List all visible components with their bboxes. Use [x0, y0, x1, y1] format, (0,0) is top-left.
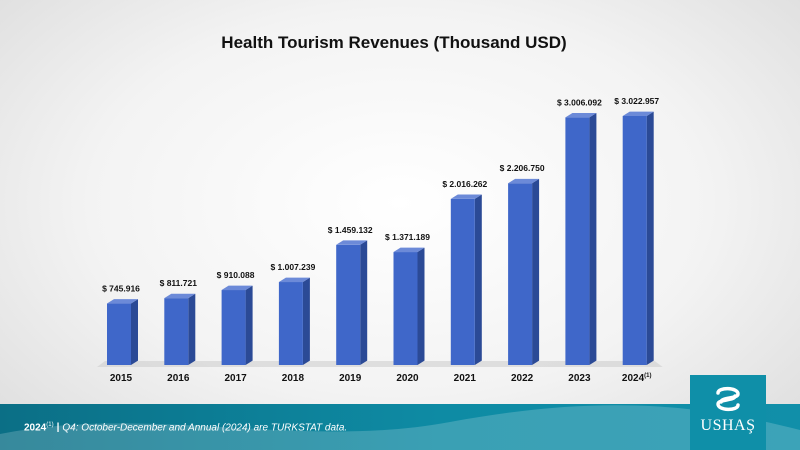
bar — [107, 303, 131, 365]
bar-side — [245, 285, 253, 365]
bar — [393, 252, 418, 365]
x-tick-superscript: (1) — [644, 373, 651, 379]
x-tick-label: 2021 — [454, 373, 477, 384]
data-label: $ 1.459.132 — [328, 225, 373, 235]
x-tick-label: 2018 — [282, 373, 305, 384]
footer-superscript: (1) — [46, 422, 54, 428]
x-tick-label: 2016 — [167, 373, 190, 384]
data-label: $ 3.022.957 — [614, 96, 659, 106]
bar-top — [278, 277, 310, 283]
data-label: $ 745.916 — [102, 284, 140, 294]
footer-wave-decoration — [0, 405, 800, 450]
bar-side — [532, 178, 540, 365]
ushas-logo: USHAŞ — [690, 375, 766, 450]
bar-side — [188, 293, 196, 365]
x-tick-label: 2020 — [396, 373, 419, 384]
footer-separator: | — [56, 422, 60, 434]
data-label: $ 1.007.239 — [270, 262, 315, 272]
logo-text: USHAŞ — [700, 417, 756, 434]
bar-top — [107, 299, 138, 304]
data-label: $ 2.206.750 — [500, 163, 545, 173]
bar-top — [508, 178, 540, 184]
bar-top — [221, 285, 253, 291]
data-label: $ 811.721 — [160, 278, 198, 288]
bar-top — [450, 194, 482, 199]
bar — [508, 183, 533, 365]
bar-top — [164, 293, 196, 299]
logo-swirl-icon — [716, 386, 740, 412]
bar — [565, 117, 590, 366]
data-label: $ 1.371.189 — [385, 232, 430, 242]
bar-side — [360, 240, 368, 365]
bar-side — [646, 111, 654, 365]
bar — [278, 282, 303, 365]
x-tick-label: 2015 — [110, 373, 133, 384]
footer-bar: 2024(1) | Q4: October-December and Annual … — [0, 404, 800, 450]
x-tick-label: 2024(1) — [622, 373, 652, 384]
x-tick-label: 2022 — [511, 373, 534, 384]
footer-year: 2024 — [24, 422, 47, 434]
bar-top — [393, 247, 425, 253]
bar — [221, 290, 246, 365]
bar-side — [589, 113, 597, 366]
chart-title: Health Tourism Revenues (Thousand USD) — [221, 33, 566, 52]
x-tick-label: 2017 — [224, 373, 247, 384]
bar — [164, 298, 189, 365]
bar-top — [336, 240, 368, 245]
bar-series: $ 745.916 2015 $ 811.721 2016 $ 910.088 2017 $… — [97, 96, 663, 384]
bar — [450, 198, 475, 365]
footer-note: 2024(1) | Q4: October-December and Annual … — [24, 422, 347, 433]
bar-top — [622, 111, 654, 116]
data-label: $ 2.016.262 — [442, 179, 487, 189]
bar — [622, 116, 647, 365]
bar-top — [565, 113, 597, 118]
data-label: $ 910.088 — [217, 270, 255, 280]
x-tick-label: 2023 — [568, 373, 591, 384]
bar-side — [417, 247, 425, 365]
footer-note-text: Q4: October-December and Annual (2024) a… — [62, 422, 348, 434]
data-label: $ 3.006.092 — [557, 97, 602, 107]
x-tick-label: 2019 — [339, 373, 362, 384]
bar — [336, 244, 361, 365]
bar-side — [302, 277, 310, 365]
bar-side — [474, 194, 482, 365]
bar-side — [131, 299, 138, 365]
